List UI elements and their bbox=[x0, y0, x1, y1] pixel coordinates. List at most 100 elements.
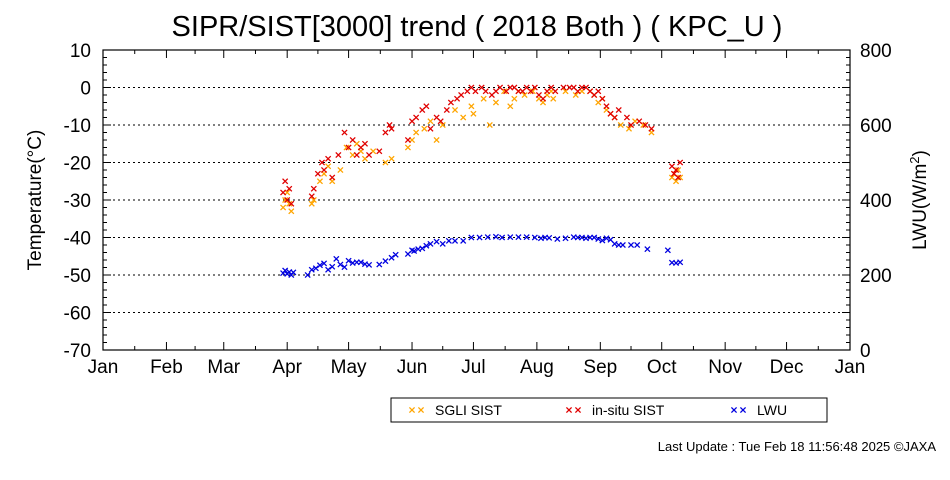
legend-box bbox=[390, 397, 828, 423]
sgli-sist-point bbox=[480, 95, 487, 102]
sgli-sist-point bbox=[413, 129, 420, 136]
y-tick-label: -20 bbox=[64, 154, 91, 175]
insitu-sist-point bbox=[675, 174, 682, 181]
lwu-point bbox=[634, 241, 641, 249]
lwu-point bbox=[419, 245, 426, 252]
lwu-point bbox=[365, 261, 373, 268]
x-tick-label: Mar bbox=[207, 357, 240, 378]
insitu-sist-point bbox=[404, 136, 411, 144]
insitu-sist-point bbox=[376, 148, 383, 155]
lwu-point bbox=[554, 235, 561, 243]
x-tick-label: May bbox=[331, 357, 367, 378]
legend-marker bbox=[730, 406, 738, 414]
x-tick-label: Jun bbox=[397, 357, 428, 378]
sgli-sist-point bbox=[427, 118, 434, 125]
legend-marker bbox=[408, 406, 416, 414]
insitu-sist-point bbox=[496, 84, 504, 91]
footer-update-note: Last Update : Tue Feb 18 11:56:48 2025 ©… bbox=[658, 439, 937, 454]
x-tick-label: Sep bbox=[583, 357, 617, 378]
insitu-sist-point bbox=[413, 114, 420, 121]
lwu-point bbox=[619, 241, 626, 249]
lwu-point bbox=[439, 240, 446, 247]
lwu-point bbox=[595, 235, 602, 243]
lwu-point bbox=[411, 247, 418, 255]
y-tick-label: -30 bbox=[64, 191, 91, 212]
y-tick-label: -40 bbox=[64, 229, 91, 250]
lwu-point bbox=[499, 234, 506, 241]
insitu-sist-point bbox=[627, 121, 635, 129]
lwu-point bbox=[460, 237, 467, 244]
insitu-sist-point bbox=[443, 106, 450, 114]
lwu-point bbox=[611, 240, 618, 247]
sgli-sist-point bbox=[337, 166, 344, 174]
lwu-point bbox=[308, 266, 315, 273]
sgli-sist-point bbox=[492, 99, 500, 106]
y-tick-label: -70 bbox=[64, 341, 91, 362]
sgli-sist-point bbox=[507, 103, 514, 110]
insitu-sist-point bbox=[615, 106, 622, 114]
legend: SGLI SIST in-situ SIST LWU bbox=[390, 397, 828, 423]
lwu-point bbox=[484, 234, 491, 241]
lwu-point bbox=[337, 261, 344, 268]
sgli-sist-point bbox=[382, 159, 389, 166]
y-tick-label: -60 bbox=[64, 304, 91, 325]
y2-axis-label: LWU(W/m2) bbox=[907, 150, 931, 250]
lwu-point bbox=[341, 264, 348, 271]
insitu-sist-point bbox=[472, 88, 479, 95]
lwu-point bbox=[677, 259, 684, 266]
legend-label: in-situ SIST bbox=[592, 402, 665, 418]
sgli-sist-point bbox=[468, 103, 475, 110]
sgli-sist-point bbox=[316, 178, 323, 185]
sgli-sist-point bbox=[388, 155, 395, 162]
sgli-sist-point bbox=[421, 125, 428, 132]
insitu-sist-point bbox=[458, 91, 465, 99]
sgli-sist-point bbox=[460, 114, 467, 121]
y-tick-label: -50 bbox=[64, 266, 91, 287]
sgli-sist-point bbox=[308, 200, 315, 207]
insitu-sist-point bbox=[365, 151, 373, 159]
sgli-sist-point bbox=[343, 144, 350, 151]
sgli-sist-point bbox=[404, 144, 411, 151]
lwu-point bbox=[304, 271, 311, 279]
sgli-sist-point bbox=[280, 204, 287, 211]
lwu-point bbox=[320, 260, 328, 267]
lwu-point bbox=[316, 262, 323, 269]
insitu-sist-point bbox=[648, 125, 655, 132]
sgli-sist-point bbox=[470, 110, 477, 117]
insitu-sist-point bbox=[595, 88, 602, 95]
lwu-point bbox=[388, 254, 395, 261]
lwu-point bbox=[382, 258, 389, 265]
insitu-sist-point bbox=[636, 118, 643, 125]
lwu-point bbox=[282, 267, 289, 274]
insitu-sist-point bbox=[288, 200, 295, 207]
insitu-sist-point bbox=[282, 178, 289, 185]
lwu-point bbox=[507, 234, 514, 241]
lwu-point bbox=[433, 238, 440, 245]
insitu-sist-point bbox=[353, 151, 360, 159]
y-tick-label: -10 bbox=[64, 116, 91, 137]
insitu-sist-point bbox=[310, 185, 317, 192]
sgli-sist-point bbox=[486, 121, 493, 129]
insitu-sist-point bbox=[560, 84, 567, 91]
insitu-sist-point bbox=[437, 118, 444, 125]
lwu-point bbox=[603, 235, 610, 242]
y-tick-label: 0 bbox=[80, 79, 91, 100]
y2-tick-label: 200 bbox=[860, 266, 892, 287]
lwu-point bbox=[427, 240, 434, 247]
insitu-sist-point bbox=[642, 121, 649, 129]
insitu-sist-point bbox=[280, 189, 287, 196]
sgli-sist-point bbox=[433, 136, 440, 144]
insitu-sist-point bbox=[386, 121, 393, 129]
y2-tick-label: 0 bbox=[860, 341, 871, 362]
lwu-point bbox=[644, 246, 651, 253]
insitu-sist-point bbox=[599, 95, 606, 102]
insitu-sist-point bbox=[482, 88, 489, 95]
lwu-point bbox=[531, 234, 538, 241]
lwu-point bbox=[492, 233, 500, 240]
sgli-sist-point bbox=[550, 95, 557, 102]
sgli-sist-point bbox=[511, 95, 518, 102]
x-tick-label: Jan bbox=[835, 357, 866, 378]
insitu-sist-point bbox=[286, 185, 293, 192]
sgli-sist-point bbox=[677, 174, 684, 181]
